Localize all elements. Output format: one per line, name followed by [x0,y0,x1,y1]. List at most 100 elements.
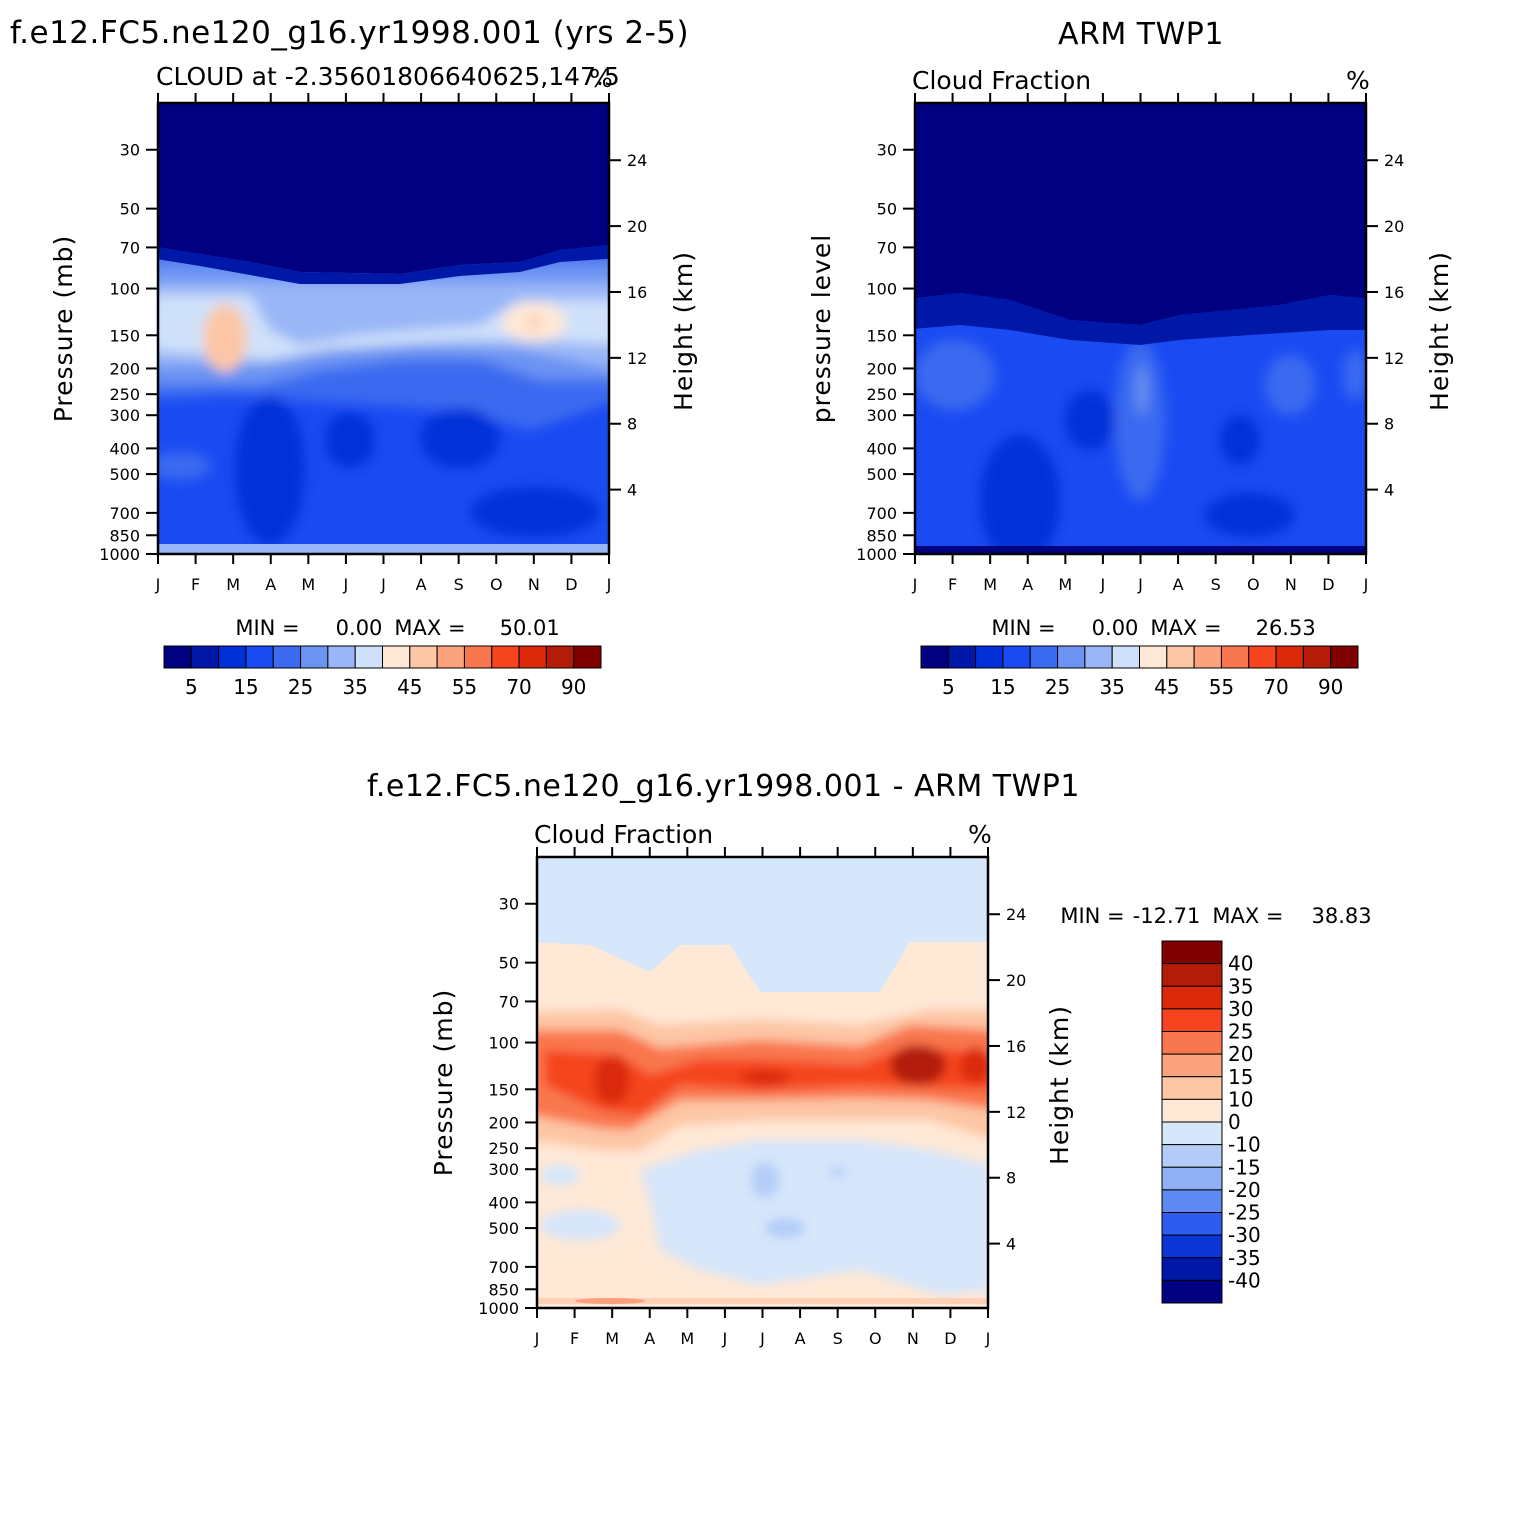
obs-htick-label-24: 24 [1384,151,1404,170]
diff-htick-label-20: 20 [1006,971,1026,990]
obs-blob-3 [1265,355,1315,415]
obs-htick-label-12: 12 [1384,349,1404,368]
diff-neg-blob-3 [830,1167,846,1177]
diff-main-title: f.e12.FC5.ne120_g16.yr1998.001 - ARM TWP… [367,769,1080,804]
obs-month-label-10: N [1285,575,1297,594]
model-low-blob-4 [470,487,600,537]
model-month-label-0: J [155,575,161,594]
model-peak-march [203,304,247,372]
obs-surface-layer [915,546,1366,554]
model-ptick-label-300: 300 [109,406,140,425]
model-minmax: MIN = 0.00 MAX = 50.01 [222,597,559,640]
model-low-blob-5 [158,452,210,480]
model-month-label-4: M [301,575,315,594]
model-low-blob-3 [420,408,500,468]
obs-month-label-1: F [948,575,957,594]
diff-htick-label-16: 16 [1006,1037,1026,1056]
model-ptick-label-1000: 1000 [99,545,140,564]
diff-core-mar [594,1055,630,1105]
diff-month-label-9: O [869,1329,882,1348]
model-low-blob-2 [325,412,375,468]
model-month-label-12: J [606,575,612,594]
diff-month-label-0: J [534,1329,540,1348]
model-ptick-label-30: 30 [120,141,140,160]
diff-ptick-label-70: 70 [499,992,519,1011]
diff-month-label-12: J [985,1329,991,1348]
diff-ptick-label-300: 300 [488,1160,519,1179]
obs-blob-5 [1136,365,1148,415]
model-ptick-label-50: 50 [120,200,140,219]
obs-month-label-7: A [1173,575,1184,594]
model-month-label-5: J [343,575,349,594]
diff-ptick-label-250: 250 [488,1139,519,1158]
model-low-blob-1 [235,395,305,545]
model-month-label-10: N [528,575,540,594]
diff-month-label-11: D [944,1329,956,1348]
obs-low-2 [1205,493,1295,537]
obs-ptick-label-70: 70 [877,238,897,257]
diff-ptick-label-400: 400 [488,1193,519,1212]
model-left-string: CLOUD at -2.35601806640625,147.5 [156,62,620,91]
model-htick-label-12: 12 [627,349,647,368]
diff-ptick-label-500: 500 [488,1219,519,1238]
diff-ptick-label-50: 50 [499,954,519,973]
model-month-label-7: A [416,575,427,594]
obs-month-label-4: M [1058,575,1072,594]
diff-month-label-8: S [833,1329,843,1348]
diff-lower-neg-3 [540,1210,620,1240]
diff-month-label-5: J [722,1329,728,1348]
obs-blob-1 [915,340,995,410]
diff-minmax: MIN = -12.71 MAX = 38.83 [1047,885,1371,927]
model-ptick-label-200: 200 [109,359,140,378]
model-max-label: MAX = [394,616,466,640]
diff-month-label-2: M [605,1329,619,1348]
model-right-string: % [589,64,613,93]
diff-htick-label-4: 4 [1006,1235,1016,1254]
model-htick-label-4: 4 [627,481,637,500]
obs-max-label: MAX = [1150,616,1222,640]
obs-htick-label-4: 4 [1384,481,1394,500]
diff-core-nov [890,1045,946,1085]
model-month-label-2: M [226,575,240,594]
diff-left-string: Cloud Fraction [534,820,714,849]
model-month-label-6: J [380,575,386,594]
obs-ylabel: pressure level [807,234,836,423]
model-surface-layer [158,544,609,554]
obs-contour-field [915,103,1366,554]
obs-ylabel-right: Height (km) [1425,251,1454,411]
model-month-label-3: A [265,575,276,594]
obs-month-label-11: D [1322,575,1334,594]
obs-ptick-label-1000: 1000 [856,545,897,564]
obs-month-label-8: S [1211,575,1221,594]
model-contour-field [158,103,609,554]
obs-max-value: 26.53 [1255,616,1316,640]
model-ptick-label-400: 400 [109,439,140,458]
model-main-title: f.e12.FC5.ne120_g16.yr1998.001 (yrs 2-5) [10,15,690,51]
obs-htick-label-20: 20 [1384,217,1404,236]
diff-month-label-3: A [644,1329,655,1348]
diff-ptick-label-850: 850 [488,1280,519,1299]
obs-main-title: ARM TWP1 [1058,17,1224,52]
model-region-upper-navy [158,103,609,274]
model-ptick-label-150: 150 [109,326,140,345]
diff-ptick-label-100: 100 [488,1034,519,1053]
obs-blob-2 [1115,340,1165,500]
obs-month-label-5: J [1100,575,1106,594]
obs-htick-label-8: 8 [1384,415,1394,434]
obs-low-1 [980,435,1060,554]
diff-month-label-10: N [907,1329,919,1348]
obs-month-label-2: M [983,575,997,594]
diff-region-upper-pale [537,857,988,992]
obs-ptick-label-700: 700 [866,504,897,523]
obs-region-upper-navy2 [915,293,1366,345]
diff-month-label-6: J [759,1329,765,1348]
diff-neg-blob-2 [765,1218,805,1238]
diff-htick-label-8: 8 [1006,1169,1016,1188]
model-region-upper-navy2 [158,245,609,284]
obs-min-value: 0.00 [1091,616,1139,640]
diff-htick-label-12: 12 [1006,1103,1026,1122]
